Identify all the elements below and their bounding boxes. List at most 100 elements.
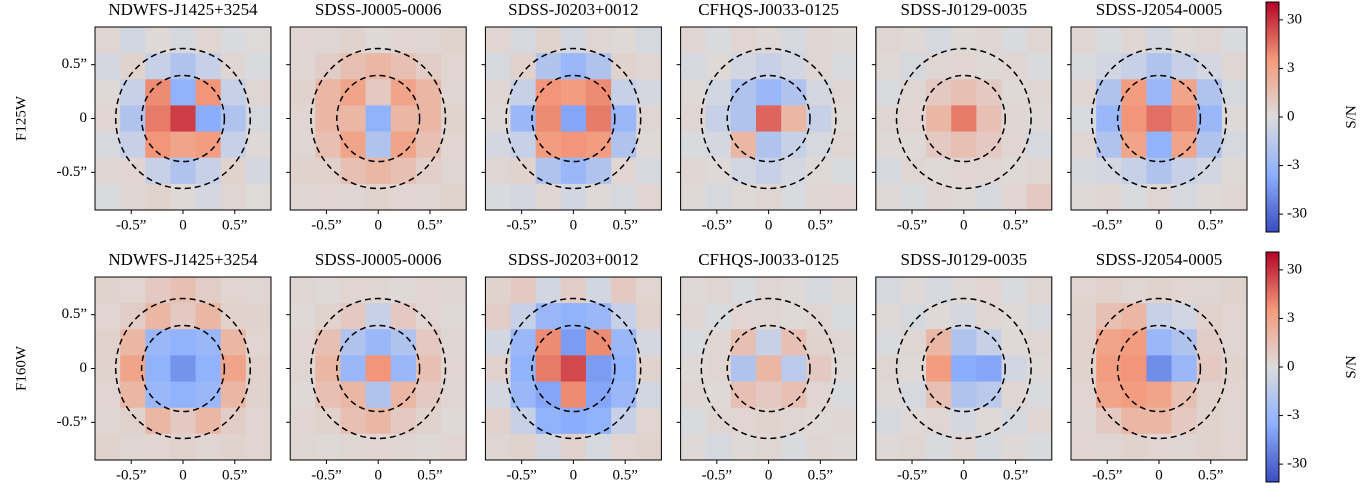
- x-tick-label: 0.5”: [1003, 217, 1028, 233]
- x-tick-label: 0.5”: [222, 467, 247, 483]
- pixel: [120, 433, 146, 461]
- pixel: [756, 381, 782, 409]
- pixel: [1071, 183, 1097, 211]
- pixel: [245, 79, 272, 106]
- pixel: [611, 381, 637, 409]
- pixel: [170, 53, 196, 80]
- pixel: [390, 27, 417, 54]
- aperture-circle: [726, 324, 811, 413]
- pixel: [1221, 407, 1248, 435]
- pixel: [875, 433, 902, 461]
- pixel: [145, 131, 171, 159]
- pixel: [290, 27, 316, 54]
- pixel: [245, 183, 272, 211]
- pixel: [485, 277, 511, 304]
- pixel: [415, 53, 442, 80]
- pixel: [1071, 381, 1097, 409]
- pixel: [831, 381, 857, 409]
- pixel: [806, 433, 832, 461]
- pixel: [1221, 329, 1248, 356]
- pixel: [1171, 381, 1198, 409]
- pixel: [951, 157, 977, 185]
- pixel: [900, 27, 927, 54]
- pixel: [485, 27, 511, 54]
- pixel: [315, 407, 341, 435]
- pixel: [535, 433, 562, 461]
- x-tick-label: -0.5”: [311, 217, 341, 233]
- pixel: [1096, 303, 1122, 330]
- colorbar-tick-label: 0: [1287, 108, 1295, 124]
- pixel: [781, 329, 807, 356]
- aperture-circle: [310, 47, 447, 190]
- pixel: [120, 79, 146, 106]
- pixel: [415, 79, 442, 106]
- pixel: [1001, 79, 1028, 106]
- pixel: [365, 407, 392, 435]
- pixel: [680, 27, 707, 54]
- pixel: [611, 131, 637, 159]
- pixel: [510, 53, 537, 80]
- pixel: [415, 407, 442, 435]
- pixel: [170, 183, 196, 211]
- pixel: [485, 79, 511, 106]
- pixel: [1071, 433, 1097, 461]
- pixel: [1146, 157, 1172, 185]
- pixel: [875, 157, 902, 185]
- pixel: [1221, 277, 1248, 304]
- pixel: [1221, 433, 1248, 461]
- x-tick-label: -0.5”: [1092, 467, 1122, 483]
- pixel: [926, 131, 952, 159]
- colorbar-tick-label: -3: [1287, 157, 1300, 173]
- pixel: [340, 183, 367, 211]
- pixel: [636, 277, 662, 304]
- pixel: [290, 277, 316, 304]
- pixel: [781, 303, 807, 330]
- pixel: [611, 27, 637, 54]
- pixel: [560, 329, 587, 356]
- colorbar: [1265, 251, 1280, 483]
- pixel: [680, 131, 707, 159]
- x-tick-label: -0.5”: [897, 217, 927, 233]
- pixel: [485, 183, 511, 211]
- pixel: [1221, 183, 1248, 211]
- pixel: [441, 407, 467, 435]
- pixel: [875, 303, 902, 330]
- x-tick-label: -0.5”: [116, 467, 146, 483]
- pixel: [485, 53, 511, 80]
- pixel: [705, 27, 732, 54]
- pixel: [781, 157, 807, 185]
- pixel: [1171, 131, 1198, 159]
- aperture-circle: [140, 324, 226, 413]
- pixel: [1171, 433, 1198, 461]
- pixel: [220, 27, 247, 54]
- pixel: [560, 355, 587, 382]
- x-tick-label: 0.5”: [808, 217, 833, 233]
- pixel: [1146, 303, 1172, 330]
- pixel: [145, 157, 171, 185]
- pixel: [831, 157, 857, 185]
- pixel: [340, 277, 367, 304]
- pixel: [781, 407, 807, 435]
- pixel: [365, 183, 392, 211]
- pixel: [220, 131, 247, 159]
- pixel: [245, 157, 272, 185]
- pixel: [95, 27, 121, 54]
- pixel: [680, 407, 707, 435]
- colorbar-tick-label: -30: [1287, 456, 1307, 472]
- pixel: [535, 381, 562, 409]
- pixel: [1146, 53, 1172, 80]
- pixel: [976, 277, 1002, 304]
- pixel: [290, 329, 316, 356]
- pixel: [976, 105, 1002, 132]
- pixel: [951, 407, 977, 435]
- panel-title: NDWFS-J1425+3254: [108, 250, 258, 269]
- pixel: [705, 277, 732, 304]
- pixel: [195, 381, 222, 409]
- pixel: [926, 407, 952, 435]
- pixel: [680, 53, 707, 80]
- pixel: [535, 157, 562, 185]
- pixel: [585, 105, 612, 132]
- pixel: [315, 53, 341, 80]
- pixel: [195, 329, 222, 356]
